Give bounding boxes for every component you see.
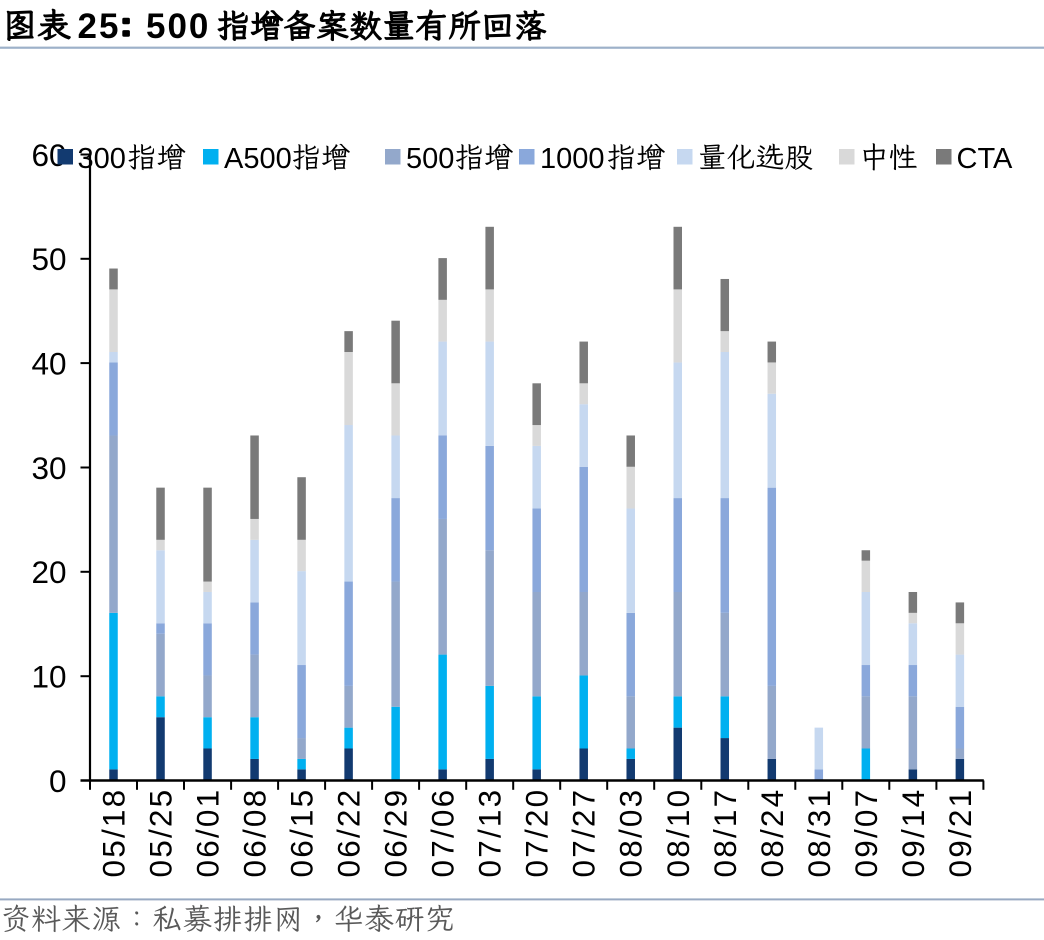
svg-text:CTA: CTA [957,143,1014,175]
svg-text:1000: 1000 [540,143,605,175]
svg-text:06/29: 06/29 [378,788,414,878]
svg-text:08/03: 08/03 [613,788,649,878]
svg-text:06/01: 06/01 [190,788,226,878]
svg-text:05/25: 05/25 [143,788,179,878]
svg-text:09/07: 09/07 [848,788,884,878]
svg-text:25: 25 [78,7,121,46]
svg-text:07/13: 07/13 [472,788,508,878]
svg-text:A500: A500 [224,143,292,175]
svg-text:20: 20 [31,554,66,590]
svg-text:40: 40 [31,345,66,381]
svg-text:06/08: 06/08 [237,788,273,878]
svg-text:07/20: 07/20 [519,788,555,878]
svg-text:08/17: 08/17 [707,788,743,878]
svg-text:30: 30 [31,450,66,486]
svg-text:07/27: 07/27 [566,788,602,878]
svg-text:09/14: 09/14 [895,788,931,878]
svg-text:0: 0 [49,763,67,799]
svg-text:500: 500 [146,7,210,46]
svg-text:05/18: 05/18 [96,788,132,878]
svg-text:07/06: 07/06 [425,788,461,878]
svg-text:06/22: 06/22 [331,788,367,878]
svg-text:08/31: 08/31 [801,788,837,878]
svg-text:06/15: 06/15 [284,788,320,878]
svg-text:08/10: 08/10 [660,788,696,878]
svg-text:08/24: 08/24 [754,788,790,878]
svg-text:10: 10 [31,659,66,695]
svg-text:50: 50 [31,241,66,277]
svg-text:500: 500 [406,143,454,175]
svg-text:09/21: 09/21 [942,788,978,878]
svg-text:300: 300 [78,143,126,175]
